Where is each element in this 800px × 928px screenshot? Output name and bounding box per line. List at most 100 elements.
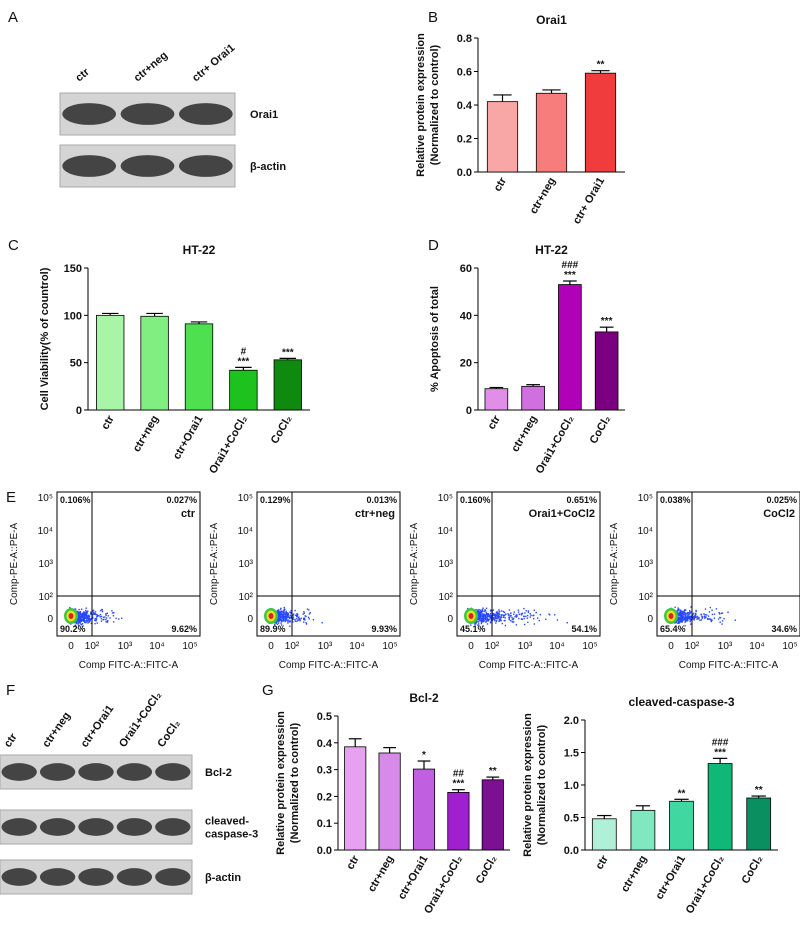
event-dot [85,607,87,609]
flow-plot: 10⁵ 10⁴ 10³ 10² 0 0 10² 10³ 10⁴ 10⁵ 0.160% 0.651% 45… [409,491,601,671]
event-dot [503,619,505,622]
event-dot [704,617,706,619]
event-dot [79,616,81,618]
event-dot [498,615,500,617]
event-dot [508,617,510,620]
event-dot [303,617,305,620]
quadrant-percent: 45.1% [460,624,486,634]
event-dot [504,617,506,619]
event-dot [299,619,301,622]
event-dot [709,618,711,620]
event-dot [289,617,291,620]
blot-band [39,818,76,836]
event-dot [512,617,515,620]
event-dot [478,619,481,621]
event-dot [107,615,109,617]
event-dot [283,609,285,611]
significance: *** [282,347,294,358]
event-dot [104,616,106,618]
event-dot [492,609,495,611]
y-axis-label: (Normalized to control) [536,724,548,845]
event-dot [475,622,477,625]
event-dot [677,607,679,609]
event-dot [298,618,300,621]
event-dot [497,614,500,616]
event-dot [77,620,80,622]
y-tick-label: 10⁴ [638,526,653,537]
event-dot [106,620,109,623]
event-dot [89,618,91,621]
event-dot [681,616,683,618]
event-dot [284,617,287,620]
panel-label: C [8,237,19,254]
event-dot [495,619,498,622]
event-dot [78,612,80,614]
event-dot [81,625,84,628]
event-dot [92,613,94,616]
x-tick-label: 0 [68,641,74,652]
event-dot [82,617,84,619]
event-dot [495,612,498,614]
event-dot [105,620,107,623]
event-dot [498,612,500,615]
event-dot [88,621,90,623]
x-axis-label: Comp FITC-A::FITC-A [279,660,379,671]
x-tick-label: ctr [486,413,504,432]
quadrant-percent: 0.025% [766,495,797,505]
event-dot [82,618,85,620]
y-tick-label: 10⁴ [438,526,453,537]
y-tick-label: 0 [47,614,53,625]
event-dot [277,618,280,620]
event-dot [521,612,524,615]
row-label: Orai1 [250,109,278,121]
event-dot [508,616,510,618]
blot-band [155,868,191,886]
event-dot [294,614,297,616]
event-dot [678,610,680,612]
event-dot [284,620,287,622]
event-dot [281,611,283,613]
event-dot [529,616,531,618]
event-dot [83,616,86,618]
event-dot [297,619,299,622]
x-tick-label: 10³ [518,641,533,652]
quadrant-percent: 0.651% [566,495,597,505]
event-dot [693,616,695,619]
event-dot [701,617,703,619]
x-tick-label: ctr+neg [131,414,161,455]
bar [344,746,367,851]
event-dot [87,619,90,621]
event-dot [483,613,485,616]
event-dot [479,611,481,613]
event-dot [678,608,680,610]
event-dot [278,612,281,614]
event-dot [85,613,88,615]
event-dot [86,619,88,621]
event-dot [684,619,687,621]
event-dot [78,620,81,622]
event-dot [678,612,681,614]
x-tick-label: 10⁴ [149,641,164,652]
row-label: Bcl-2 [205,767,232,779]
event-dot [485,611,487,614]
event-dot [510,619,512,622]
y-axis-label: Relative protein expression [415,33,427,177]
event-dot [694,615,696,617]
event-dot [720,612,723,615]
event-dot [490,609,492,611]
event-dot [278,609,280,611]
event-dot [283,608,286,610]
event-dot [684,609,687,611]
event-dot [103,618,105,621]
lane-label: ctr+neg [40,710,73,750]
event-dot [285,616,287,618]
event-dot [100,609,102,612]
event-dot [277,610,280,613]
x-tick-label: ctr+Orai1 [171,414,206,462]
event-dot [674,606,676,608]
event-dot [94,617,96,620]
event-dot [95,618,98,620]
event-dot [281,617,284,619]
event-dot [508,616,511,618]
